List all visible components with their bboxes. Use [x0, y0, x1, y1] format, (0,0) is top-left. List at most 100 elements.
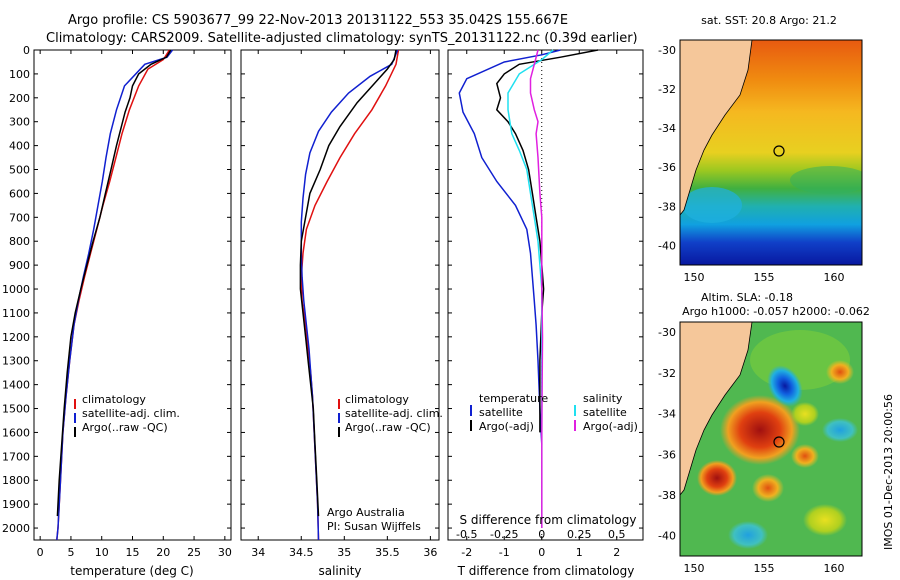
sla-map-title: Altim. SLA: -0.18 — [701, 291, 793, 304]
sst-cool-patch — [682, 187, 742, 223]
xtick-label: 34 — [251, 546, 265, 559]
sst-argo-marker — [773, 145, 785, 157]
sst-map — [680, 40, 862, 265]
map-xtick-label: 150 — [684, 562, 705, 575]
legend-t-argo: Argo(-adj) — [479, 420, 534, 433]
ytick-label: 1400 — [2, 379, 30, 392]
series-line-argo-raw-qc- — [56, 49, 172, 517]
sst-green-patch — [790, 166, 862, 194]
sla-low-south — [728, 521, 768, 549]
series-line-satellite-adj-clim- — [56, 49, 174, 541]
salinity-legend: climatology satellite-adj. clim. Argo(..… — [338, 393, 443, 437]
ytick-label: 1300 — [2, 355, 30, 368]
legend-climatology: climatology — [82, 393, 146, 406]
salinity-xlabel: salinity — [318, 564, 361, 578]
annotation-line2: PI: Susan Wijffels — [327, 520, 421, 533]
xtick-label: -1 — [499, 546, 510, 559]
xtick-label: 34.5 — [289, 546, 314, 559]
ytick-label: 400 — [9, 140, 30, 153]
difference-legend: temperature salinity satellite Argo(-adj… — [470, 392, 638, 433]
series-line-temperature-satellite — [458, 49, 561, 445]
temperature-xlabel: temperature (deg C) — [70, 564, 193, 578]
xtick-label: 0 — [538, 546, 545, 559]
series-line-temperature-argo-adj- — [495, 49, 599, 433]
map-xtick-label: 150 — [684, 271, 705, 284]
sst-map-frame — [679, 39, 863, 266]
map-ytick-label: -40 — [658, 530, 676, 543]
ytick-label: 300 — [9, 116, 30, 129]
legend-satellite: satellite-adj. clim. — [345, 407, 443, 420]
sst-land — [680, 40, 753, 216]
ytick-label: 1200 — [2, 331, 30, 344]
ytick-label: 1900 — [2, 498, 30, 511]
sla-map-subtitle: Argo h1000: -0.057 h2000: -0.062 — [682, 305, 870, 318]
xtick-label: 1 — [576, 546, 583, 559]
map-xtick-label: 155 — [754, 271, 775, 284]
map-ytick-label: -34 — [658, 122, 676, 135]
sla-low-east — [822, 418, 858, 442]
title-line1: Argo profile: CS 5903677_99 22-Nov-2013 … — [68, 13, 568, 28]
sla-high-mid — [791, 444, 819, 468]
map-ytick-label: -30 — [658, 326, 676, 339]
map-xtick-label: 160 — [824, 271, 845, 284]
legend-temperature-title: temperature — [479, 392, 548, 405]
ytick-label: 1500 — [2, 403, 30, 416]
map-xtick-label: 155 — [754, 562, 775, 575]
ytick-label: 100 — [9, 68, 30, 81]
map-ytick-label: -32 — [658, 83, 676, 96]
ytick-label: 700 — [9, 211, 30, 224]
sla-low-main — [767, 365, 803, 407]
title-line2: Climatology: CARS2009. Satellite-adjuste… — [46, 31, 638, 46]
xtick-label: 30 — [218, 546, 232, 559]
map-xtick-label: 160 — [824, 562, 845, 575]
temperature-legend: climatology satellite-adj. clim. Argo(..… — [74, 393, 180, 437]
sla-yellow-se — [803, 504, 847, 536]
sla-argo-marker — [773, 436, 785, 448]
ytick-label: 1700 — [2, 450, 30, 463]
xtick-label: 20 — [156, 546, 170, 559]
xtick-label: 36 — [423, 546, 437, 559]
ytick-label: 1000 — [2, 283, 30, 296]
map-ytick-label: -32 — [658, 367, 676, 380]
legend-argo: Argo(..raw -QC) — [82, 421, 168, 434]
legend-satellite: satellite-adj. clim. — [82, 407, 180, 420]
sla-high-south — [752, 474, 784, 502]
xtick-top-label: 0.25 — [567, 528, 592, 541]
sla-high-west — [697, 460, 737, 496]
ytick-label: 0 — [23, 44, 30, 57]
ytick-label: 1100 — [2, 307, 30, 320]
map-ytick-label: -38 — [658, 489, 676, 502]
map-ytick-label: -34 — [658, 408, 676, 421]
series-line-argo-raw-qc- — [299, 49, 397, 517]
xtick-label: 35.5 — [375, 546, 400, 559]
ytick-label: 900 — [9, 259, 30, 272]
map-ytick-label: -30 — [658, 44, 676, 57]
xtick-top-label: -0.5 — [456, 528, 477, 541]
xtick-label: 5 — [67, 546, 74, 559]
xtick-label: 25 — [187, 546, 201, 559]
ytick-label: 1800 — [2, 474, 30, 487]
sla-high-ne — [826, 360, 854, 384]
ytick-label: 1600 — [2, 426, 30, 439]
xtick-top-label: -0.25 — [490, 528, 518, 541]
ytick-label: 200 — [9, 92, 30, 105]
xtick-label: 10 — [95, 546, 109, 559]
map-ytick-label: -40 — [658, 239, 676, 252]
salinity-axes — [240, 49, 440, 541]
xtick-label: 35 — [337, 546, 351, 559]
xtick-label: 15 — [126, 546, 140, 559]
difference-xlabel: T difference from climatology — [457, 564, 635, 578]
ytick-label: 800 — [9, 235, 30, 248]
xtick-label: 0 — [37, 546, 44, 559]
map-ytick-label: -36 — [658, 161, 676, 174]
legend-s-satellite: satellite — [583, 406, 627, 419]
sla-land — [680, 322, 753, 496]
sla-map-frame — [679, 321, 863, 557]
ticks: 0100200300400500600700800900100011001200… — [2, 44, 845, 575]
difference-xlabel2: S difference from climatology — [460, 513, 637, 527]
legend-argo: Argo(..raw -QC) — [345, 421, 431, 434]
difference-axes — [447, 49, 644, 541]
series-line-salinity-satellite — [507, 49, 554, 528]
legend-s-argo: Argo(-adj) — [583, 420, 638, 433]
annotation-line1: Argo Australia — [327, 506, 405, 519]
